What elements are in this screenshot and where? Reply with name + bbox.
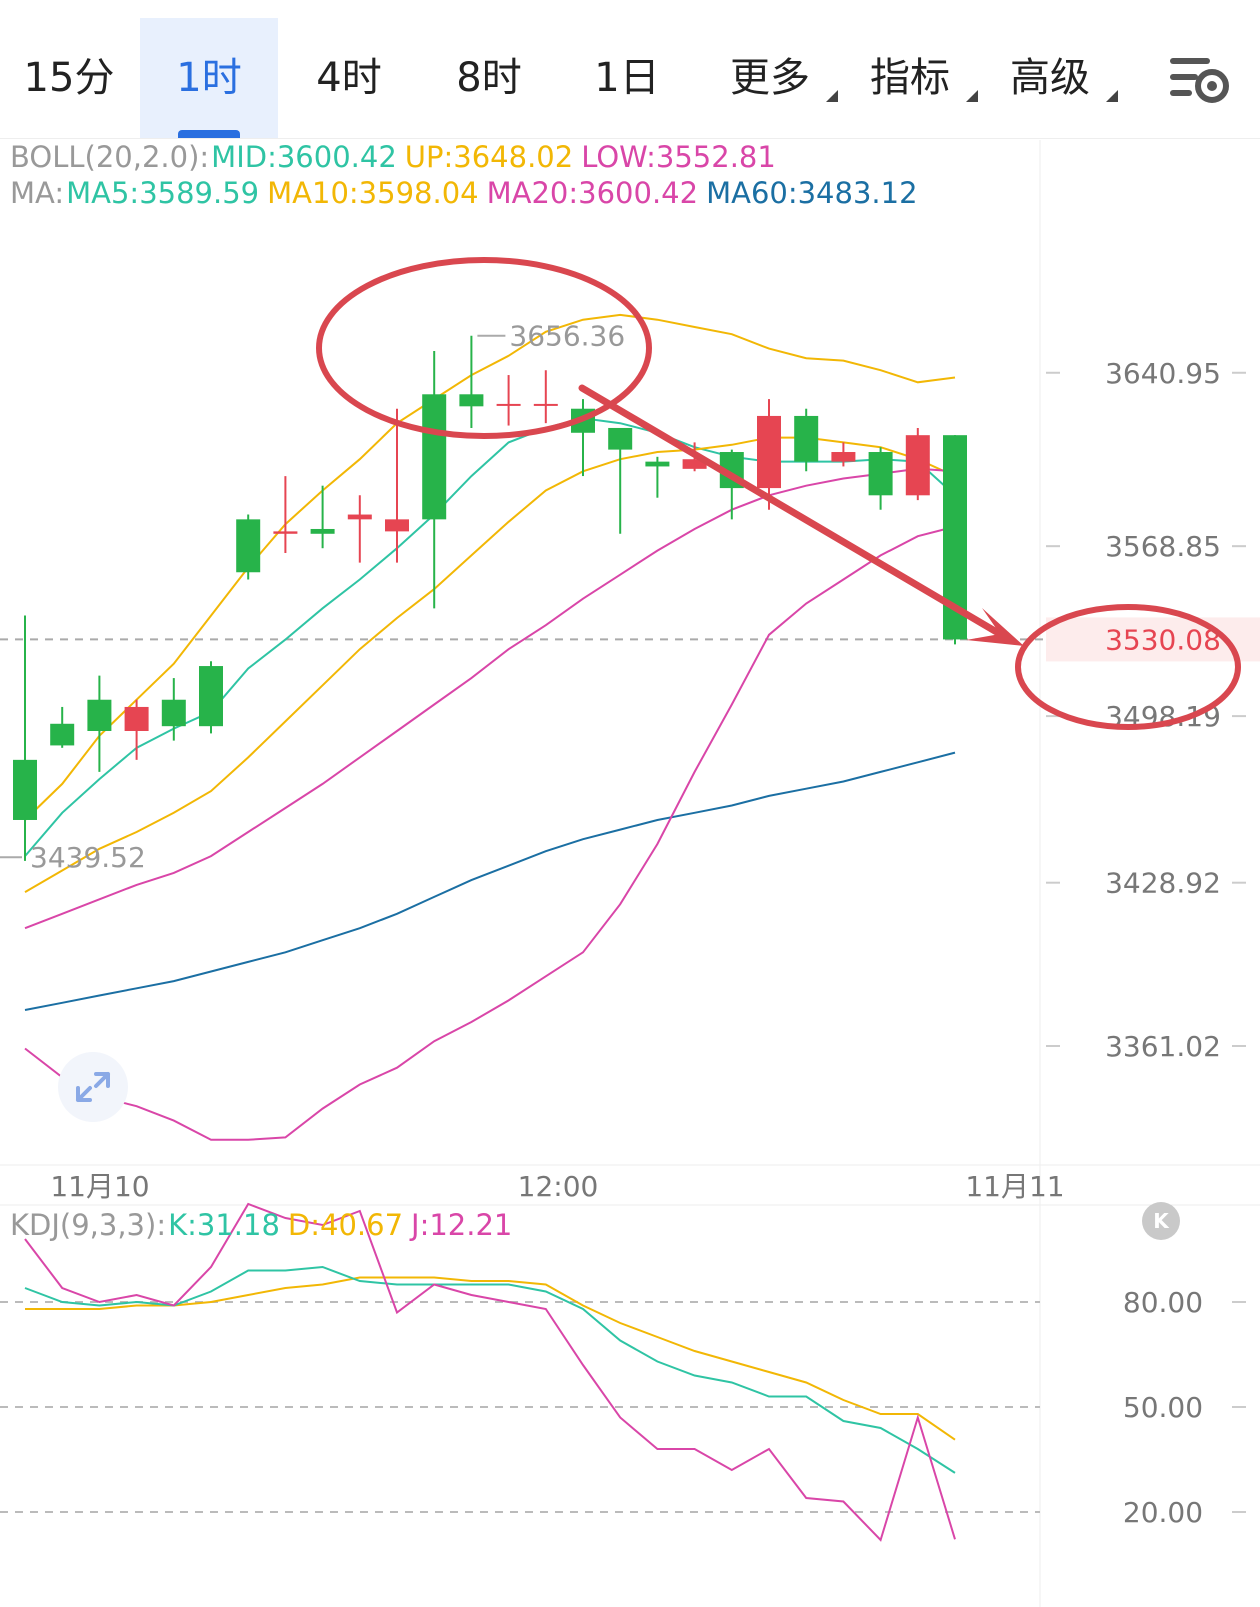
kdj-line-d (25, 1276, 956, 1441)
candle-body (459, 394, 484, 407)
candle-body (310, 528, 335, 534)
annotation-arrow-head (966, 608, 1024, 646)
kdj-tick-label: 80.00 (1123, 1286, 1203, 1319)
kdj-j-value: J:12.21 (411, 1208, 513, 1242)
indicator-line-ma60 (24, 751, 956, 1011)
candle-body (87, 699, 112, 731)
tab-8h[interactable]: 8时 (456, 55, 522, 101)
candle-body (13, 759, 37, 820)
tab-4h[interactable]: 4时 (316, 55, 382, 101)
time-axis-label: 11月10 (50, 1170, 149, 1203)
price-tick-label: 3428.92 (1105, 867, 1221, 900)
kdj-tick-label: 20.00 (1123, 1496, 1203, 1529)
candle-body (682, 459, 707, 469)
kdj-legend-name: KDJ(9,3,3): (10, 1208, 167, 1242)
candle-body (496, 403, 521, 406)
kdj-line-j (24, 1202, 956, 1542)
annotation-circle-price (1015, 604, 1241, 730)
kdj-legend: KDJ(9,3,3):K:31.18 D:40.67 J:12.21 (10, 1208, 520, 1242)
candle-body (645, 461, 670, 467)
price-tick-label: 3568.85 (1105, 530, 1221, 563)
k-badge-button[interactable]: K (1142, 1202, 1180, 1240)
tab-1d[interactable]: 1日 (594, 55, 660, 101)
ma20-value: MA20:3600.42 (486, 176, 699, 210)
high-marker-label: 3656.36 (509, 320, 625, 353)
candle-body (905, 435, 930, 496)
candle-body (199, 666, 223, 727)
candle-body (608, 427, 633, 450)
dropdown-triangle-icon (826, 90, 838, 102)
tab-15min[interactable]: 15分 (23, 55, 115, 101)
candle-body (236, 519, 261, 573)
ma-legend-name: MA: (10, 176, 65, 210)
kdj-d-value: D:40.67 (287, 1208, 404, 1242)
boll-up-value: UP:3648.02 (404, 140, 574, 174)
chart-settings-icon[interactable] (1168, 52, 1232, 108)
indicator-line-up (24, 313, 956, 821)
candle-body (161, 699, 186, 727)
tab-more[interactable]: 更多 (710, 18, 838, 138)
kdj-k-value: K:31.18 (168, 1208, 280, 1242)
boll-mid-value: MID:3600.42 (211, 140, 397, 174)
boll-low-value: LOW:3552.81 (581, 140, 776, 174)
kdj-line-k (24, 1265, 956, 1474)
tab-advanced[interactable]: 高级 (990, 18, 1118, 138)
expand-icon (76, 1072, 110, 1102)
boll-legend-name: BOLL(20,2.0): (10, 140, 210, 174)
ma10-value: MA10:3598.04 (267, 176, 479, 210)
boll-legend: BOLL(20,2.0):MID:3600.42 UP:3648.02 LOW:35… (10, 140, 784, 174)
indicator-line-low (24, 525, 956, 1141)
candle-body (533, 403, 558, 406)
candle-body (124, 706, 149, 731)
candle-body (757, 415, 781, 489)
candle-body (273, 531, 298, 534)
expand-chart-button[interactable] (58, 1052, 128, 1122)
price-tick-label: 3361.02 (1105, 1030, 1221, 1063)
tab-indicators[interactable]: 指标 (850, 18, 978, 138)
ma-legend: MA:MA5:3589.59 MA10:3598.04 MA20:3600.42 MA… (10, 176, 926, 210)
annotation-arrow-shaft (578, 384, 1004, 638)
dropdown-triangle-icon (1106, 90, 1118, 102)
candle-body (794, 415, 819, 462)
timeframe-tab-bar: 15分 1时 4时 8时 1日 更多 指标 高级 (0, 0, 1260, 139)
low-marker-label: 3439.52 (30, 841, 146, 874)
time-axis-label: 12:00 (518, 1170, 599, 1203)
candle-body (868, 452, 893, 496)
candle-body (385, 519, 409, 532)
candle-body (831, 452, 856, 462)
candle-body (347, 514, 372, 520)
indicator-line-mid (24, 467, 956, 930)
candle-body (422, 394, 447, 520)
current-price-label: 3530.08 (1105, 623, 1221, 656)
ma5-value: MA5:3589.59 (66, 176, 260, 210)
annotation-circle-top (316, 257, 652, 439)
tab-1h[interactable]: 1时 (140, 18, 278, 138)
dropdown-triangle-icon (966, 90, 978, 102)
candle-body (50, 723, 75, 746)
kdj-tick-label: 50.00 (1123, 1391, 1203, 1424)
price-tick-label: 3640.95 (1105, 357, 1221, 390)
ma60-value: MA60:3483.12 (706, 176, 918, 210)
time-axis-label: 11月11 (965, 1170, 1064, 1203)
active-tab-indicator (178, 130, 240, 138)
